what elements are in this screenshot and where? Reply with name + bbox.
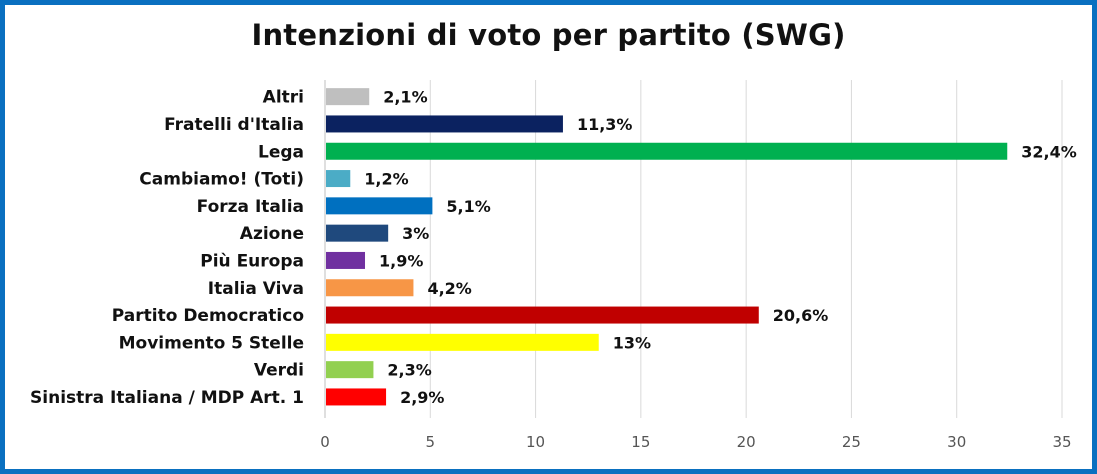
bar [326,306,759,324]
value-labels: 2,1% 11,3% 32,4% 1,2% 5,1% 3% 1,9%4,2% 20,6% 13%… [364,88,1076,407]
category-label: Azione [240,224,304,244]
x-tick-label: 20 [737,433,756,451]
data-label: 13% [613,333,651,352]
bar [326,333,599,351]
bar [326,115,563,133]
bar [326,279,414,297]
data-label: 1,2% [364,170,408,189]
data-label: 2,3% [387,361,431,380]
bar [326,197,433,215]
category-label: Italia Viva [208,279,304,299]
category-label: Fratelli d'Italia [164,115,304,135]
data-label: 5,1% [446,197,490,216]
data-label: 20,6% [773,306,829,325]
bar [326,251,366,269]
data-label: 3% [402,224,429,243]
x-tick-label: 0 [320,433,330,451]
category-label: Lega [258,142,304,162]
data-label: 32,4% [1021,142,1077,161]
bar [326,224,389,242]
bar [326,361,374,379]
x-tick-label: 30 [947,433,966,451]
x-tick-label: 5 [426,433,436,451]
data-label: 2,9% [400,388,444,407]
category-label: Cambiamo! (Toti) [139,170,304,190]
bar [326,170,351,188]
category-label: Sinistra Italiana / MDP Art. 1 [30,388,304,408]
bars [326,88,1008,406]
x-tick-label: 15 [631,433,650,451]
data-label: 4,2% [427,279,471,298]
data-label: 2,1% [383,88,427,107]
bar [326,88,370,106]
category-label: Movimento 5 Stelle [119,333,304,353]
gridlines [324,80,1063,418]
x-tick-label: 35 [1052,433,1071,451]
x-tick-label: 10 [526,433,545,451]
category-labels: Altri Fratelli d'Italia Lega Cambiamo! (Tot… [30,88,304,408]
category-label: Verdi [254,361,304,381]
chart-title: Intenzioni di voto per partito (SWG) [251,18,846,52]
data-label: 1,9% [379,251,423,270]
category-label: Altri [263,88,304,108]
category-label: Più Europa [200,251,304,271]
x-axis-ticks: 0 5 10 15 20 25 30 35 [320,433,1071,451]
bar [326,142,1008,160]
x-tick-label: 25 [842,433,861,451]
data-label: 11,3% [577,115,633,134]
category-label: Forza Italia [197,197,304,217]
bar [326,388,387,406]
category-label: Partito Democratico [112,306,304,326]
